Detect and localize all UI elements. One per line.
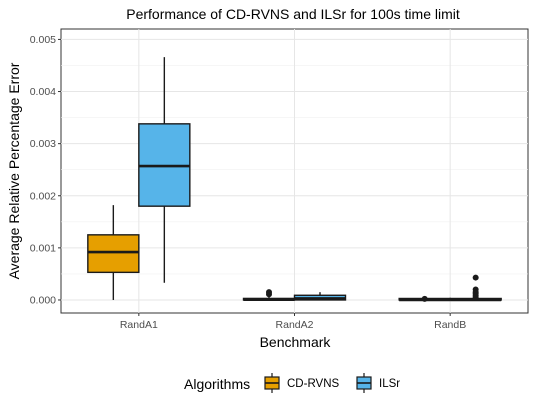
box-ilsr-randb [449, 274, 502, 302]
x-tick-label: RandA1 [120, 319, 158, 331]
legend: Algorithms CD-RVNS ILSr [184, 373, 400, 393]
y-tick-label: 0.005 [30, 34, 56, 46]
legend-label: ILSr [379, 378, 400, 390]
y-tick-label: 0.001 [30, 242, 56, 254]
axes: 0.000 0.001 0.002 0.003 0.004 0.005 RandA1 Rand… [30, 34, 467, 331]
chart-title: Performance of CD-RVNS and ILSr for 100s… [126, 6, 460, 22]
x-tick-label: RandB [434, 319, 466, 331]
legend-label: CD-RVNS [287, 378, 340, 390]
legend-item-ilsr: ILSr [356, 373, 400, 393]
outlier-point [472, 286, 479, 293]
box-cd-rvns-randa1 [87, 205, 140, 300]
outlier-point [421, 295, 428, 302]
x-axis-title: Benchmark [260, 334, 332, 350]
box-body [87, 234, 140, 274]
outlier-point [266, 289, 272, 296]
boxes [87, 57, 502, 302]
box-ilsr-randa1 [138, 57, 191, 283]
x-tick-label: RandA2 [276, 319, 314, 331]
y-tick-label: 0.003 [30, 138, 56, 150]
legend-item-cd-rvns: CD-RVNS [264, 373, 340, 393]
box-ilsr-randa2 [293, 292, 347, 301]
legend-title: Algorithms [184, 376, 250, 392]
y-tick-label: 0.000 [30, 294, 56, 306]
y-tick-label: 0.004 [30, 86, 56, 98]
outlier-point [472, 274, 479, 281]
y-tick-label: 0.002 [30, 190, 56, 202]
y-axis-title: Average Relative Percentage Error [6, 62, 22, 279]
